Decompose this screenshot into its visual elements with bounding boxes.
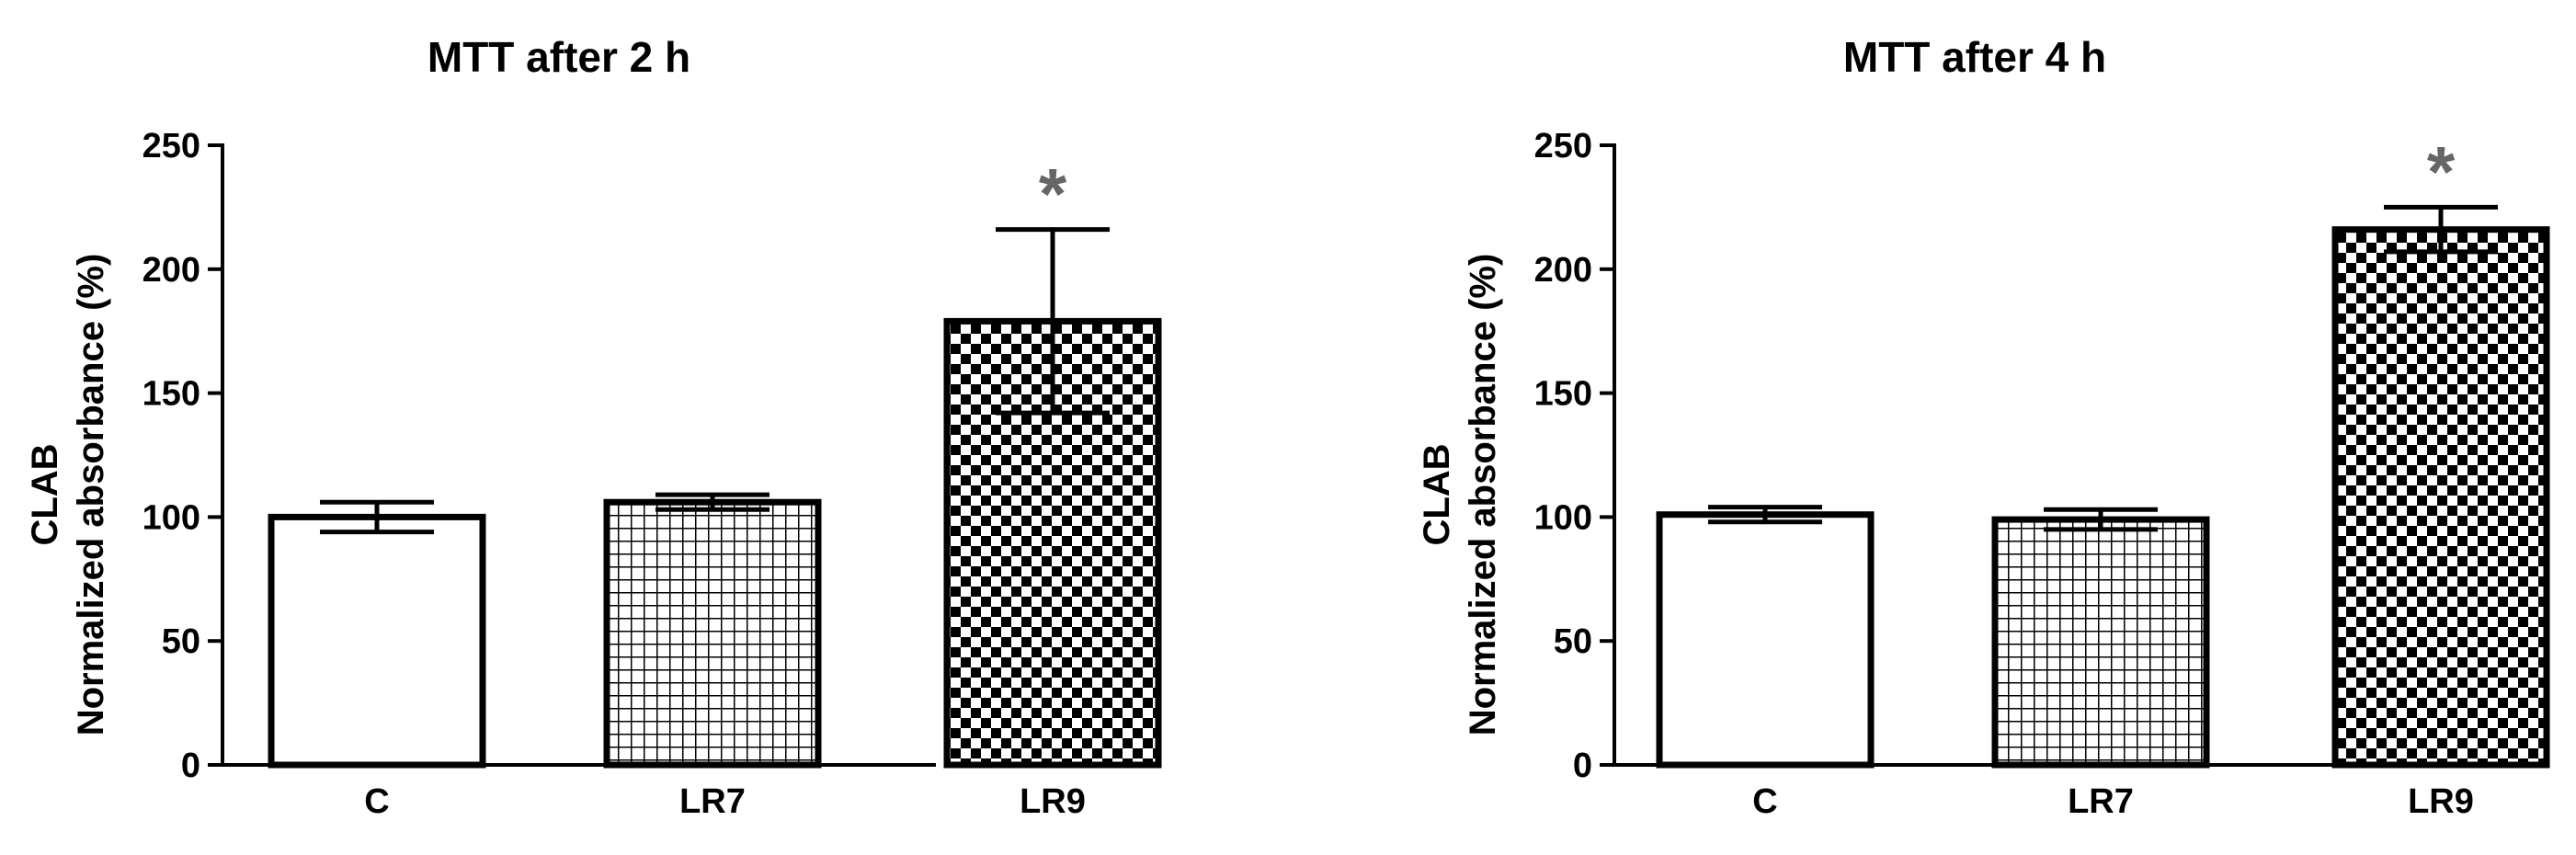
x-tick-label-lr7: LR7: [2068, 782, 2134, 821]
bar-c: [268, 513, 486, 769]
x-axis-labels: C LR7 LR9: [1752, 782, 2474, 821]
significance-marker-lr9: *: [1039, 154, 1067, 234]
y-tick-label: 150: [1534, 375, 1592, 414]
y-axis-label-line2: Normalized absorbance (%): [71, 254, 111, 736]
chart-panel-4h: MTT after 4 h CLAB Normalized absorbance…: [1417, 33, 2550, 821]
y-tick-label: 150: [142, 375, 200, 414]
x-tick-label-c: C: [1752, 782, 1777, 821]
y-axis-ticks: 0 50 100 150 200 250: [142, 127, 222, 785]
axes: [1613, 143, 2333, 767]
chart-title: MTT after 2 h: [427, 33, 690, 81]
x-tick-label-c: C: [364, 782, 389, 821]
x-tick-label-lr9: LR9: [1020, 782, 1086, 821]
chart-panel-2h: MTT after 2 h CLAB Normalized absorbance…: [25, 33, 1162, 821]
significance-marker-lr9: *: [2427, 131, 2456, 211]
bar-lr7: [603, 498, 822, 769]
x-axis-labels: C LR7 LR9: [364, 782, 1086, 821]
x-tick-label-lr7: LR7: [679, 782, 746, 821]
y-axis-label-line1: CLAB: [1417, 443, 1457, 545]
bar-lr7: [1991, 516, 2210, 769]
y-axis-label-line2: Normalized absorbance (%): [1463, 254, 1503, 736]
x-tick-label-lr9: LR9: [2408, 782, 2474, 821]
y-axis-label-line1: CLAB: [25, 443, 65, 545]
y-tick-label: 50: [162, 622, 200, 661]
y-axis-ticks: 0 50 100 150 200 250: [1534, 127, 1614, 785]
axes: [221, 143, 936, 767]
bar-c: [1656, 511, 1875, 769]
y-tick-label: 250: [142, 127, 200, 165]
y-tick-label: 0: [181, 747, 200, 785]
y-tick-label: 0: [1573, 747, 1592, 785]
y-tick-label: 50: [1554, 622, 1592, 661]
y-tick-label: 200: [1534, 251, 1592, 290]
y-tick-label: 200: [142, 251, 200, 290]
bars: *: [268, 154, 1162, 769]
chart-title: MTT after 4 h: [1843, 33, 2106, 81]
bars: *: [1656, 131, 2550, 769]
y-tick-label: 100: [1534, 498, 1592, 537]
y-tick-label: 100: [142, 498, 200, 537]
bar-lr9: [2331, 226, 2550, 769]
y-tick-label: 250: [1534, 127, 1592, 165]
